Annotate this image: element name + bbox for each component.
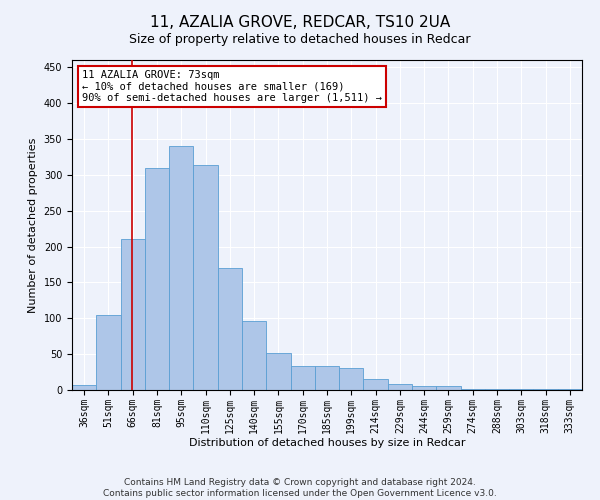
Bar <box>412 386 436 390</box>
Bar <box>266 352 290 390</box>
Text: Contains HM Land Registry data © Crown copyright and database right 2024.
Contai: Contains HM Land Registry data © Crown c… <box>103 478 497 498</box>
Bar <box>315 366 339 390</box>
Text: 11, AZALIA GROVE, REDCAR, TS10 2UA: 11, AZALIA GROVE, REDCAR, TS10 2UA <box>150 15 450 30</box>
Bar <box>290 366 315 390</box>
Text: Size of property relative to detached houses in Redcar: Size of property relative to detached ho… <box>129 32 471 46</box>
Text: 11 AZALIA GROVE: 73sqm
← 10% of detached houses are smaller (169)
90% of semi-de: 11 AZALIA GROVE: 73sqm ← 10% of detached… <box>82 70 382 103</box>
Bar <box>121 240 145 390</box>
Bar <box>364 378 388 390</box>
Bar <box>339 368 364 390</box>
Bar <box>145 168 169 390</box>
Bar <box>72 385 96 390</box>
Bar <box>96 314 121 390</box>
Bar <box>436 386 461 390</box>
Bar <box>242 321 266 390</box>
X-axis label: Distribution of detached houses by size in Redcar: Distribution of detached houses by size … <box>189 438 465 448</box>
Y-axis label: Number of detached properties: Number of detached properties <box>28 138 38 312</box>
Bar <box>388 384 412 390</box>
Bar <box>169 146 193 390</box>
Bar <box>218 268 242 390</box>
Bar <box>193 166 218 390</box>
